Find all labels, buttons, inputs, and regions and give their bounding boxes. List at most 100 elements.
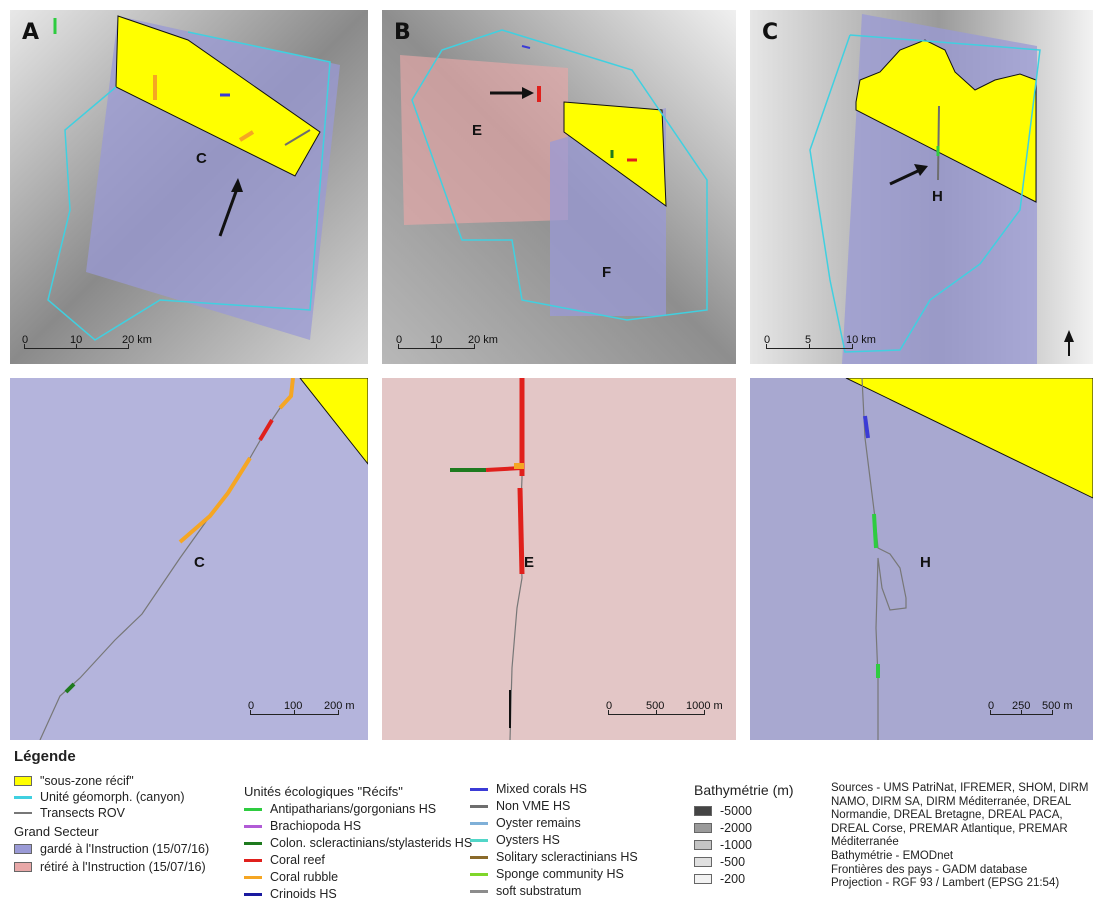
sous-zone-recif (845, 378, 1093, 499)
legend-canyon: Unité géomorph. (canyon) (14, 790, 185, 804)
sous-zone-recif (115, 15, 321, 177)
unite-legend-label: Crinoids HS (270, 887, 337, 901)
unite-legend-item: Crinoids HS (244, 887, 337, 901)
map-c-canvas (750, 10, 1093, 364)
unite-legend-item: Sponge community HS (470, 867, 624, 881)
unite-legend-label: Solitary scleractinians HS (496, 850, 638, 864)
unite-legend-swatch (244, 892, 262, 896)
site-label: C (196, 150, 207, 167)
zoom-panel-h: H 0 250 500 m (750, 378, 1093, 740)
transect-segment (937, 105, 940, 181)
bathy-legend-swatch (694, 874, 712, 884)
panel-label: B (394, 20, 411, 45)
unite-legend-label: soft substratum (496, 884, 582, 898)
unite-legend-item: Oyster remains (470, 816, 581, 830)
zoom-e-canvas (382, 378, 736, 740)
unite-legend-swatch (470, 872, 488, 876)
unite-legend-item: Colon. scleractinians/stylasterids HS (244, 836, 472, 850)
unite-legend-label: Non VME HS (496, 799, 571, 813)
bathy-legend-swatch (694, 806, 712, 816)
legend-recif: "sous-zone récif" (14, 774, 134, 788)
arrow-head (522, 87, 534, 99)
sous-zone-recif (855, 39, 1037, 203)
transect-rov (861, 378, 907, 740)
unite-legend-item: Solitary scleractinians HS (470, 850, 638, 864)
panel-label: A (22, 20, 40, 45)
bathy-legend-swatch (694, 857, 712, 867)
unite-legend-label: Oyster remains (496, 816, 581, 830)
unite-legend-item: Brachiopoda HS (244, 819, 361, 833)
unite-legend-label: Antipatharians/gorgonians HS (270, 802, 437, 816)
canyon-swatch (14, 795, 32, 799)
zoom-h-canvas (750, 378, 1093, 740)
unite-legend-item: Non VME HS (470, 799, 570, 813)
sous-zone-recif (299, 378, 368, 465)
bathy-legend-item: -5000 (694, 804, 752, 818)
transect-swatch (14, 812, 32, 814)
legend-garde: gardé à l'Instruction (15/07/16) (14, 842, 209, 856)
unite-legend-swatch (244, 824, 262, 828)
scale-bar: 0 100 200 m (248, 700, 368, 724)
unite-legend-swatch (470, 889, 488, 893)
site-label: E (472, 122, 483, 139)
unite-legend-label: Coral reef (270, 853, 325, 867)
site-label: C (194, 554, 205, 571)
unite-legend-label: Colon. scleractinians/stylasterids HS (270, 836, 473, 850)
grand-secteur-garde (10, 378, 368, 740)
recif-swatch (14, 776, 32, 786)
zoom-panel-c: C 0 100 200 m (10, 378, 368, 740)
transect-segment (517, 487, 525, 575)
unite-legend-item: Antipatharians/gorgonians HS (244, 802, 436, 816)
arrow-head (914, 164, 928, 176)
arrow-line (218, 185, 240, 237)
bathy-legend-swatch (694, 823, 712, 833)
unite-legend-swatch (244, 841, 262, 845)
arrow-head (231, 178, 243, 192)
grand-secteur-retire (382, 378, 736, 740)
bathy-legend-swatch (694, 840, 712, 850)
scale-bar: 0 500 1000 m (606, 700, 736, 724)
bathy-legend-item: -1000 (694, 838, 752, 852)
unite-legend-swatch (470, 855, 488, 859)
arrow-line (889, 168, 921, 186)
unite-legend-item: Coral rubble (244, 870, 338, 884)
retire-swatch (14, 862, 32, 872)
transect-segment (284, 129, 311, 146)
legend-transects: Transects ROV (14, 806, 125, 820)
map-a-canvas (10, 10, 368, 364)
scale-bar: 0 250 500 m (988, 700, 1093, 724)
transect-segment (872, 513, 878, 549)
transect-segment (178, 456, 252, 544)
legend-grand-secteur: Grand Secteur (14, 824, 99, 839)
site-label: E (524, 554, 535, 571)
unite-legend-swatch (470, 787, 488, 791)
unite-legend-swatch (470, 804, 488, 808)
transect-segment (258, 418, 274, 442)
unite-legend-swatch (244, 807, 262, 811)
site-label: H (920, 554, 931, 571)
grand-secteur-retire (400, 55, 568, 225)
unite-legend-item: Oysters HS (470, 833, 560, 847)
unite-legend-label: Brachiopoda HS (270, 819, 362, 833)
transect-rov (509, 378, 523, 740)
bathy-legend-label: -5000 (720, 804, 752, 818)
unite-legend-swatch (470, 821, 488, 825)
scale-bar: 0 10 20 km (22, 334, 154, 358)
bathy-legend-label: -500 (720, 855, 746, 869)
unite-legend-swatch (244, 858, 262, 862)
unite-legend-item: Mixed corals HS (470, 782, 587, 796)
canyon-outline (809, 34, 1041, 353)
scale-bar: 0 10 20 km (396, 334, 528, 358)
site-label: F (602, 264, 612, 281)
unite-legend-swatch (470, 838, 488, 842)
map-panel-a: A C 0 10 20 km (10, 10, 368, 364)
unite-legend-item: soft substratum (470, 884, 581, 898)
unite-legend-label: Sponge community HS (496, 867, 624, 881)
map-panel-b: B E F 0 10 20 km (382, 10, 736, 364)
bathy-legend-item: -500 (694, 855, 745, 869)
unite-legend-item: Coral reef (244, 853, 325, 867)
bathy-legend-item: -200 (694, 872, 745, 886)
legend-unites-title: Unités écologiques "Récifs" (244, 784, 403, 799)
sous-zone-recif (563, 101, 667, 208)
north-arrow-icon (1064, 330, 1074, 342)
